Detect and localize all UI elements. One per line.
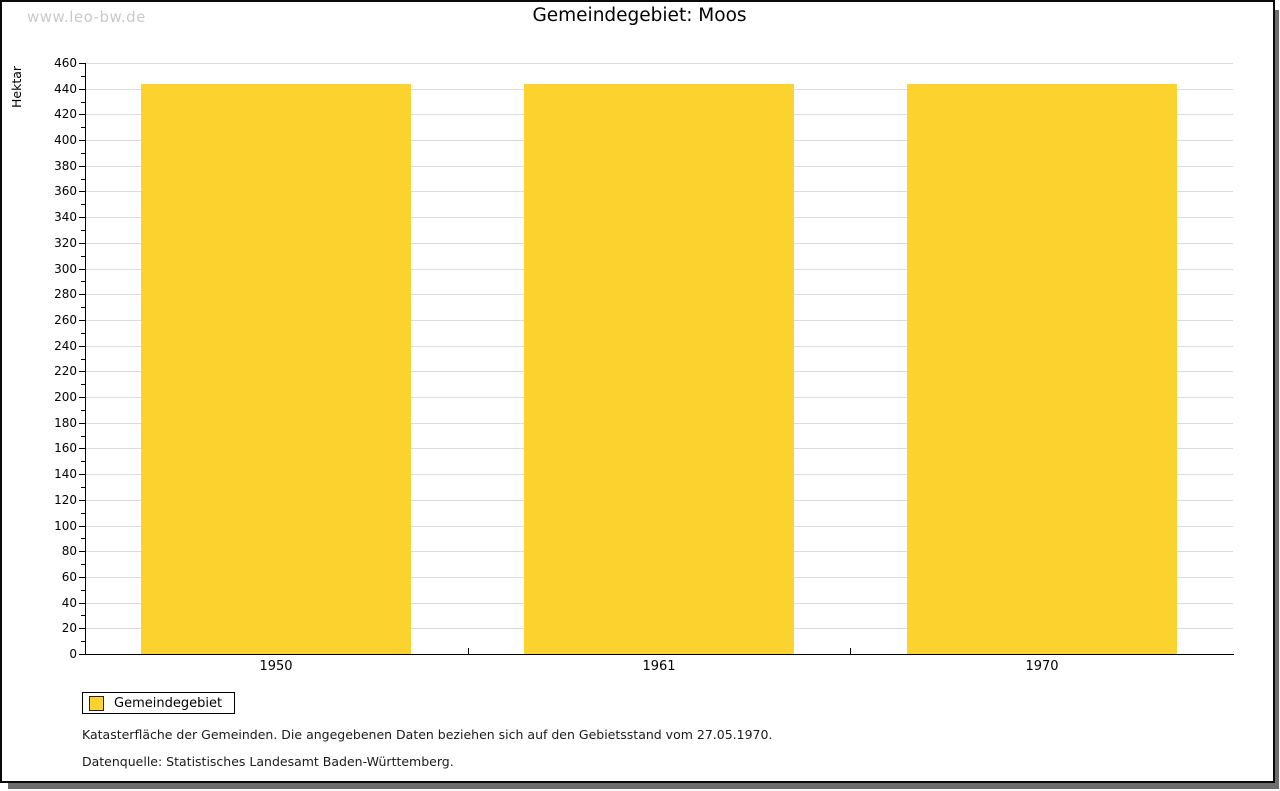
x-axis-line xyxy=(85,654,1234,655)
y-tick-label: 300 xyxy=(54,262,77,276)
y-tick-label: 420 xyxy=(54,107,77,121)
y-tick-label: 340 xyxy=(54,210,77,224)
y-tick-major xyxy=(79,628,85,629)
y-tick-major xyxy=(79,397,85,398)
y-tick-minor xyxy=(81,76,85,77)
y-tick-major xyxy=(79,346,85,347)
y-tick-label: 60 xyxy=(61,570,77,584)
chart-title: Gemeindegebiet: Moos xyxy=(532,5,747,26)
y-tick-minor xyxy=(81,538,85,539)
y-tick-major xyxy=(79,500,85,501)
y-tick-major xyxy=(79,89,85,90)
bar-1970 xyxy=(907,84,1177,654)
y-tick-major xyxy=(79,526,85,527)
y-tick-minor xyxy=(81,641,85,642)
y-tick-major xyxy=(79,191,85,192)
y-tick-minor xyxy=(81,307,85,308)
y-tick-major xyxy=(79,63,85,64)
y-tick-label: 120 xyxy=(54,493,77,507)
y-tick-major xyxy=(79,320,85,321)
y-tick-label: 240 xyxy=(54,339,77,353)
y-tick-label: 180 xyxy=(54,416,77,430)
y-tick-label: 200 xyxy=(54,390,77,404)
y-tick-major xyxy=(79,114,85,115)
y-axis-line xyxy=(85,63,86,654)
y-tick-minor xyxy=(81,333,85,334)
watermark: www.leo-bw.de xyxy=(27,8,146,26)
x-tick-label: 1950 xyxy=(259,659,293,674)
y-tick-major xyxy=(79,423,85,424)
bar-1950 xyxy=(141,84,411,654)
y-tick-major xyxy=(79,217,85,218)
y-tick-minor xyxy=(81,384,85,385)
y-tick-minor xyxy=(81,127,85,128)
legend-label: Gemeindegebiet xyxy=(114,695,223,711)
y-tick-major xyxy=(79,140,85,141)
y-tick-minor xyxy=(81,590,85,591)
y-tick-label: 40 xyxy=(61,596,77,610)
y-tick-label: 0 xyxy=(69,647,77,661)
y-tick-major xyxy=(79,243,85,244)
y-tick-label: 80 xyxy=(61,544,77,558)
y-tick-minor xyxy=(81,153,85,154)
y-tick-minor xyxy=(81,564,85,565)
y-tick-minor xyxy=(81,102,85,103)
y-tick-label: 160 xyxy=(54,441,77,455)
y-tick-major xyxy=(79,551,85,552)
y-tick-minor xyxy=(81,436,85,437)
y-tick-major xyxy=(79,166,85,167)
y-tick-major xyxy=(79,448,85,449)
y-tick-label: 380 xyxy=(54,159,77,173)
x-tick-boundary xyxy=(850,648,851,654)
gridline xyxy=(85,63,1233,64)
y-tick-label: 440 xyxy=(54,82,77,96)
y-tick-minor xyxy=(81,513,85,514)
y-tick-major xyxy=(79,654,85,655)
y-tick-label: 20 xyxy=(61,621,77,635)
y-tick-major xyxy=(79,371,85,372)
legend-swatch xyxy=(89,695,104,711)
y-tick-minor xyxy=(81,230,85,231)
y-tick-major xyxy=(79,294,85,295)
y-tick-label: 260 xyxy=(54,313,77,327)
y-tick-label: 360 xyxy=(54,184,77,198)
bar-1961 xyxy=(524,84,794,654)
y-tick-label: 100 xyxy=(54,519,77,533)
y-tick-label: 320 xyxy=(54,236,77,250)
y-tick-minor xyxy=(81,256,85,257)
y-tick-label: 400 xyxy=(54,133,77,147)
y-tick-label: 280 xyxy=(54,287,77,301)
y-tick-major xyxy=(79,269,85,270)
legend: Gemeindegebiet xyxy=(82,692,235,714)
y-tick-label: 140 xyxy=(54,467,77,481)
y-tick-minor xyxy=(81,410,85,411)
y-tick-label: 220 xyxy=(54,364,77,378)
x-tick-label: 1961 xyxy=(642,659,676,674)
y-tick-major xyxy=(79,474,85,475)
x-tick-label: 1970 xyxy=(1025,659,1059,674)
x-tick-boundary xyxy=(468,648,469,654)
y-tick-major xyxy=(79,577,85,578)
y-tick-major xyxy=(79,603,85,604)
plot-area: 0 20 40 60 80 100 120 140 160 180 200 220 240 260 280 3… xyxy=(2,2,1277,682)
y-tick-minor xyxy=(81,359,85,360)
y-tick-minor xyxy=(81,487,85,488)
y-tick-label: 460 xyxy=(54,56,77,70)
footnote-source-note: Katasterfläche der Gemeinden. Die angege… xyxy=(82,727,773,742)
y-tick-minor xyxy=(81,461,85,462)
footnote-data-source: Datenquelle: Statistisches Landesamt Bad… xyxy=(82,754,454,769)
y-tick-minor xyxy=(81,615,85,616)
y-tick-minor xyxy=(81,204,85,205)
y-tick-minor xyxy=(81,179,85,180)
y-tick-minor xyxy=(81,281,85,282)
